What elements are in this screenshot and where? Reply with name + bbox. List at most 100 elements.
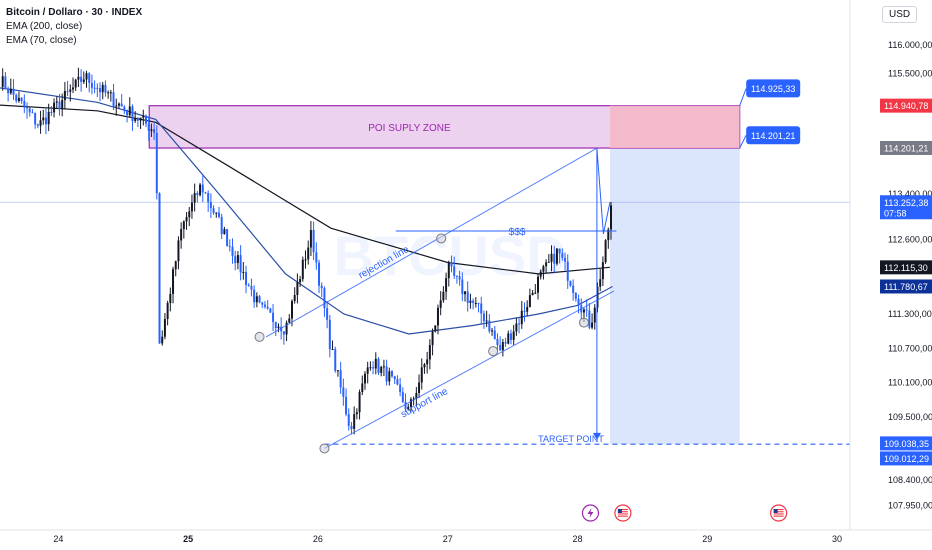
flag-icon[interactable] — [770, 504, 788, 522]
candle — [47, 103, 50, 132]
candle-body — [193, 192, 196, 203]
candle — [228, 239, 231, 252]
candle-body — [107, 92, 110, 94]
candle-body — [469, 300, 472, 303]
ema70-line — [0, 87, 613, 335]
candle — [288, 314, 291, 323]
candle — [472, 298, 475, 310]
price-label-box — [880, 260, 932, 275]
price-label-text: 113.252,38 — [884, 198, 928, 208]
price-tick-label: 112.600,00 — [888, 235, 932, 245]
candle — [361, 375, 364, 396]
candle — [269, 307, 272, 313]
projection-arrowhead — [592, 432, 601, 440]
candle — [99, 82, 102, 102]
candle — [588, 303, 591, 330]
candles-layer — [1, 67, 613, 435]
candle — [336, 370, 339, 377]
candle-body — [547, 261, 550, 263]
candle-body — [493, 330, 496, 340]
swing-point-marker — [488, 346, 499, 357]
candle — [285, 320, 288, 342]
candle — [377, 357, 380, 376]
candle — [315, 242, 318, 270]
candle — [450, 255, 453, 273]
flag-stripe — [773, 513, 784, 515]
candle-body — [315, 252, 318, 263]
candle — [17, 91, 20, 103]
candle-body — [420, 367, 423, 383]
candle-body — [339, 370, 342, 388]
candle — [326, 301, 329, 329]
zones-layer: POI SUPLY ZONE — [0, 105, 850, 445]
target-point-label: TARGET POINT — [538, 434, 604, 444]
candle-body — [234, 256, 237, 264]
candle — [447, 260, 450, 287]
candle — [485, 310, 488, 328]
flag-icon[interactable] — [614, 504, 632, 522]
candle — [26, 102, 29, 119]
candle-body — [309, 229, 312, 248]
price-tick-label: 110.100,00 — [888, 378, 932, 388]
indicator-ema70-label[interactable]: EMA (70, close) — [6, 35, 77, 46]
candle — [610, 201, 613, 240]
candle-body — [326, 308, 329, 320]
short-target-zone — [609, 148, 740, 445]
candle-body — [399, 384, 402, 393]
candle-body — [99, 88, 102, 93]
flag-stripe — [617, 513, 628, 515]
price-label: 109.038,35 — [880, 436, 932, 451]
candle-body — [74, 79, 77, 88]
time-tick-label: 28 — [572, 534, 582, 544]
candle-body — [564, 257, 567, 262]
candle — [388, 367, 391, 386]
candle — [7, 86, 10, 102]
candle — [420, 358, 423, 390]
candle — [534, 283, 537, 295]
candle-body — [139, 117, 142, 121]
symbol-title[interactable]: Bitcoin / Dollaro · 30 · INDEX — [6, 7, 143, 18]
lightning-icon[interactable] — [581, 504, 600, 522]
candle — [226, 228, 229, 247]
candle-body — [550, 253, 553, 262]
candle-body — [80, 76, 83, 82]
candle-body — [104, 84, 107, 93]
flag-icon-circle — [770, 504, 788, 522]
candle-body — [101, 84, 104, 93]
candle-body — [126, 109, 129, 116]
candle-body — [336, 370, 339, 372]
candle — [304, 250, 307, 269]
candle-body — [434, 325, 437, 332]
candle — [93, 80, 96, 94]
currency-button[interactable]: USD — [882, 6, 918, 23]
candle-body — [447, 262, 450, 279]
candle — [331, 340, 334, 351]
candle — [345, 388, 348, 417]
swing-point-marker — [319, 443, 330, 454]
candle-body — [53, 102, 56, 113]
candle-body — [172, 269, 175, 294]
candle-body — [258, 296, 261, 303]
candle-body — [442, 291, 445, 301]
candle — [458, 270, 461, 286]
candle-body — [82, 79, 85, 82]
candle — [153, 121, 156, 141]
candle-body — [485, 320, 488, 322]
time-tick-label: 30 — [832, 534, 842, 544]
price-callout: 114.925,33 — [739, 79, 801, 106]
price-label: 114.201,21 — [880, 140, 932, 155]
candle — [258, 295, 261, 304]
candle-body — [15, 94, 18, 101]
candle — [520, 301, 523, 329]
candle — [231, 238, 234, 264]
candle-body — [253, 289, 256, 303]
price-tick-label: 115.500,00 — [888, 69, 932, 79]
candle-body — [363, 373, 366, 384]
candle — [234, 250, 237, 271]
indicator-ema200-label[interactable]: EMA (200, close) — [6, 21, 83, 32]
candle-body — [450, 262, 453, 267]
candle — [134, 111, 137, 123]
candle-body — [293, 295, 296, 302]
